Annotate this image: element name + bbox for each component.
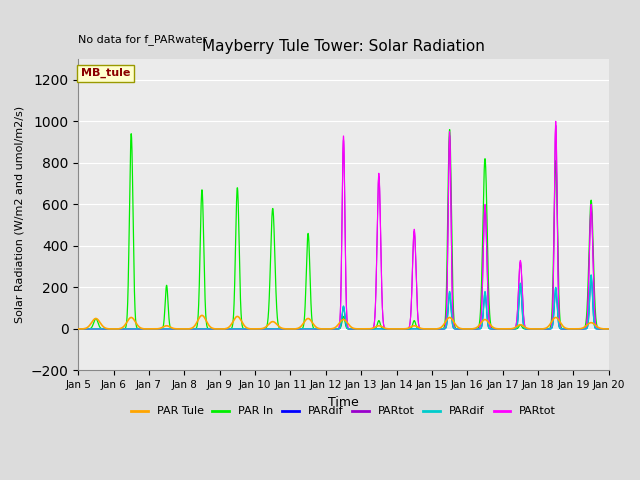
Y-axis label: Solar Radiation (W/m2 and umol/m2/s): Solar Radiation (W/m2 and umol/m2/s) [15, 106, 25, 323]
Title: Mayberry Tule Tower: Solar Radiation: Mayberry Tule Tower: Solar Radiation [202, 38, 485, 54]
Text: No data for f_PARwater: No data for f_PARwater [78, 34, 207, 45]
X-axis label: Time: Time [328, 396, 359, 408]
Text: MB_tule: MB_tule [81, 68, 130, 78]
Legend: PAR Tule, PAR In, PARdif, PARtot, PARdif, PARtot: PAR Tule, PAR In, PARdif, PARtot, PARdif… [127, 402, 561, 421]
